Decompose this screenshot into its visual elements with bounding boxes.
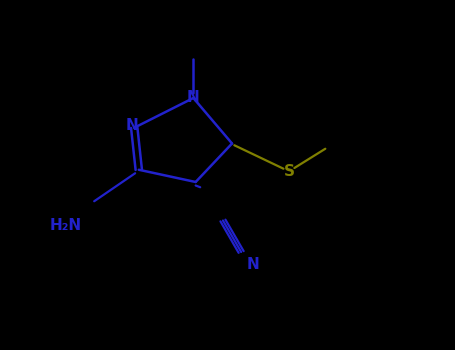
Text: N: N [126, 119, 138, 133]
Text: N: N [187, 91, 200, 105]
Text: N: N [246, 257, 259, 272]
Text: S: S [283, 164, 294, 179]
Text: H₂N: H₂N [50, 218, 82, 233]
